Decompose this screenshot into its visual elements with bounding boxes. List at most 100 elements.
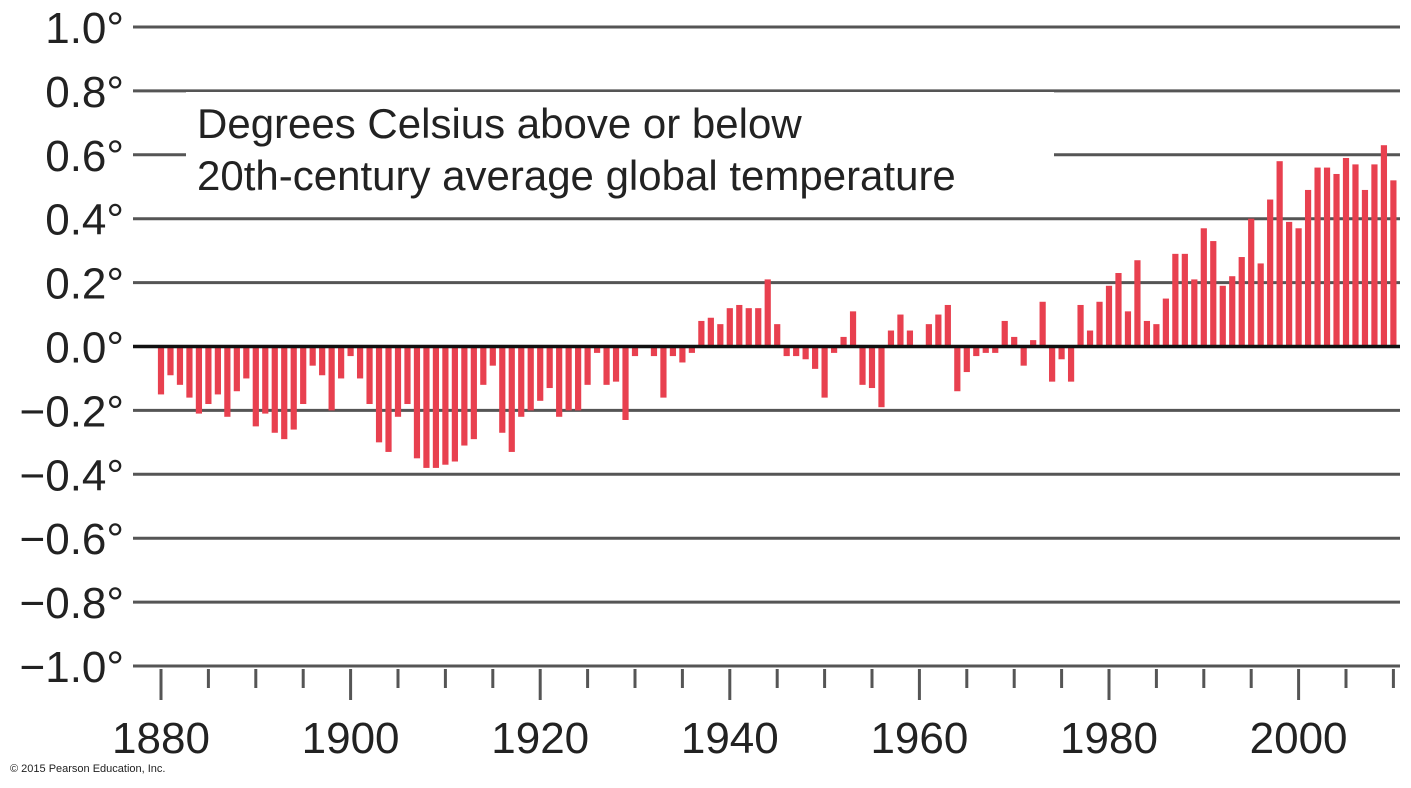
bar xyxy=(366,346,373,405)
bar xyxy=(1286,221,1293,347)
y-tick-label: −0.4° xyxy=(20,451,124,500)
bar xyxy=(603,346,610,385)
bar xyxy=(271,346,278,433)
bar xyxy=(859,346,866,385)
bar xyxy=(1229,276,1236,347)
bar xyxy=(793,346,800,357)
bar xyxy=(736,304,743,347)
bar xyxy=(669,346,677,357)
bar xyxy=(1191,279,1198,347)
bar xyxy=(195,346,203,414)
bar xyxy=(375,346,383,443)
bar xyxy=(1030,340,1037,347)
y-axis-tick-labels: 1.0° 0.8° 0.6° 0.4° 0.2° 0.0° −0.2° −0.4° −0.6° −… xyxy=(20,4,124,692)
bar xyxy=(186,346,193,398)
bar xyxy=(1124,311,1132,347)
chart-title: Degrees Celsius above or below 20th-cent… xyxy=(186,92,1054,210)
bar xyxy=(442,346,449,465)
bar xyxy=(451,346,458,462)
bar xyxy=(518,346,525,417)
bar xyxy=(556,346,563,417)
copyright-text: © 2015 Pearson Education, Inc. xyxy=(10,763,165,775)
bar xyxy=(1257,263,1264,347)
bar xyxy=(1181,253,1188,347)
bar xyxy=(233,346,240,392)
bar xyxy=(963,346,970,373)
y-tick-label: 0.2° xyxy=(45,260,124,309)
bar xyxy=(679,346,686,363)
bar xyxy=(1314,167,1321,347)
y-tick-label: 0.6° xyxy=(45,132,124,181)
bar xyxy=(1039,301,1046,347)
bar xyxy=(1020,346,1027,366)
bar xyxy=(1210,241,1217,347)
bar xyxy=(650,346,658,357)
bar xyxy=(774,324,781,347)
bar xyxy=(546,346,553,389)
bar xyxy=(262,346,269,414)
x-tick-label: 1960 xyxy=(870,714,968,763)
bar xyxy=(499,346,506,433)
bar xyxy=(243,346,250,379)
bar xyxy=(224,346,231,417)
bar xyxy=(413,346,421,459)
bar xyxy=(167,346,174,376)
bar xyxy=(1238,257,1245,347)
bar xyxy=(954,346,961,392)
bar xyxy=(897,314,904,347)
bar xyxy=(423,346,430,468)
bar xyxy=(252,346,259,427)
x-tick-label: 1880 xyxy=(112,714,210,763)
bar xyxy=(992,346,999,353)
x-tick-label: 1940 xyxy=(681,714,779,763)
bar xyxy=(973,346,980,357)
bar xyxy=(631,346,639,357)
bar xyxy=(755,308,762,347)
bar xyxy=(565,346,572,411)
bar xyxy=(584,346,591,385)
bar xyxy=(1304,189,1312,347)
bar xyxy=(1153,324,1160,347)
bars xyxy=(157,145,1397,468)
bar xyxy=(1333,173,1340,347)
bar xyxy=(157,346,165,395)
y-tick-label: −1.0° xyxy=(20,643,124,692)
bar xyxy=(868,346,876,389)
bar xyxy=(432,346,440,468)
bar xyxy=(480,346,487,385)
bar xyxy=(508,346,515,452)
bar xyxy=(527,346,534,411)
bar xyxy=(887,330,895,347)
bar xyxy=(802,346,809,360)
y-tick-label: 0.8° xyxy=(45,68,124,117)
bar xyxy=(356,346,364,379)
x-axis: 1880 1900 1920 1940 1960 1980 2000 xyxy=(112,669,1395,763)
bar xyxy=(404,346,411,405)
bar xyxy=(849,311,857,347)
bar xyxy=(1200,228,1207,347)
bar xyxy=(214,346,221,395)
bar xyxy=(935,314,942,347)
bar xyxy=(290,346,297,430)
bar xyxy=(319,346,326,376)
bar xyxy=(698,320,705,347)
bar xyxy=(1295,228,1302,347)
bar xyxy=(281,346,288,440)
bar xyxy=(1105,285,1113,347)
bar xyxy=(1342,157,1350,347)
bar xyxy=(812,346,819,369)
bar xyxy=(593,346,601,353)
bar xyxy=(309,346,316,366)
bar xyxy=(1390,180,1397,347)
bar xyxy=(300,346,307,405)
bar xyxy=(1380,145,1388,347)
bar xyxy=(1011,336,1018,347)
bar xyxy=(1276,161,1283,347)
bar xyxy=(1172,253,1179,347)
y-tick-label: −0.2° xyxy=(20,387,124,436)
bar xyxy=(878,346,885,408)
bar xyxy=(205,346,212,405)
bar xyxy=(1058,346,1065,360)
bar xyxy=(575,346,582,411)
bar xyxy=(1067,346,1075,382)
